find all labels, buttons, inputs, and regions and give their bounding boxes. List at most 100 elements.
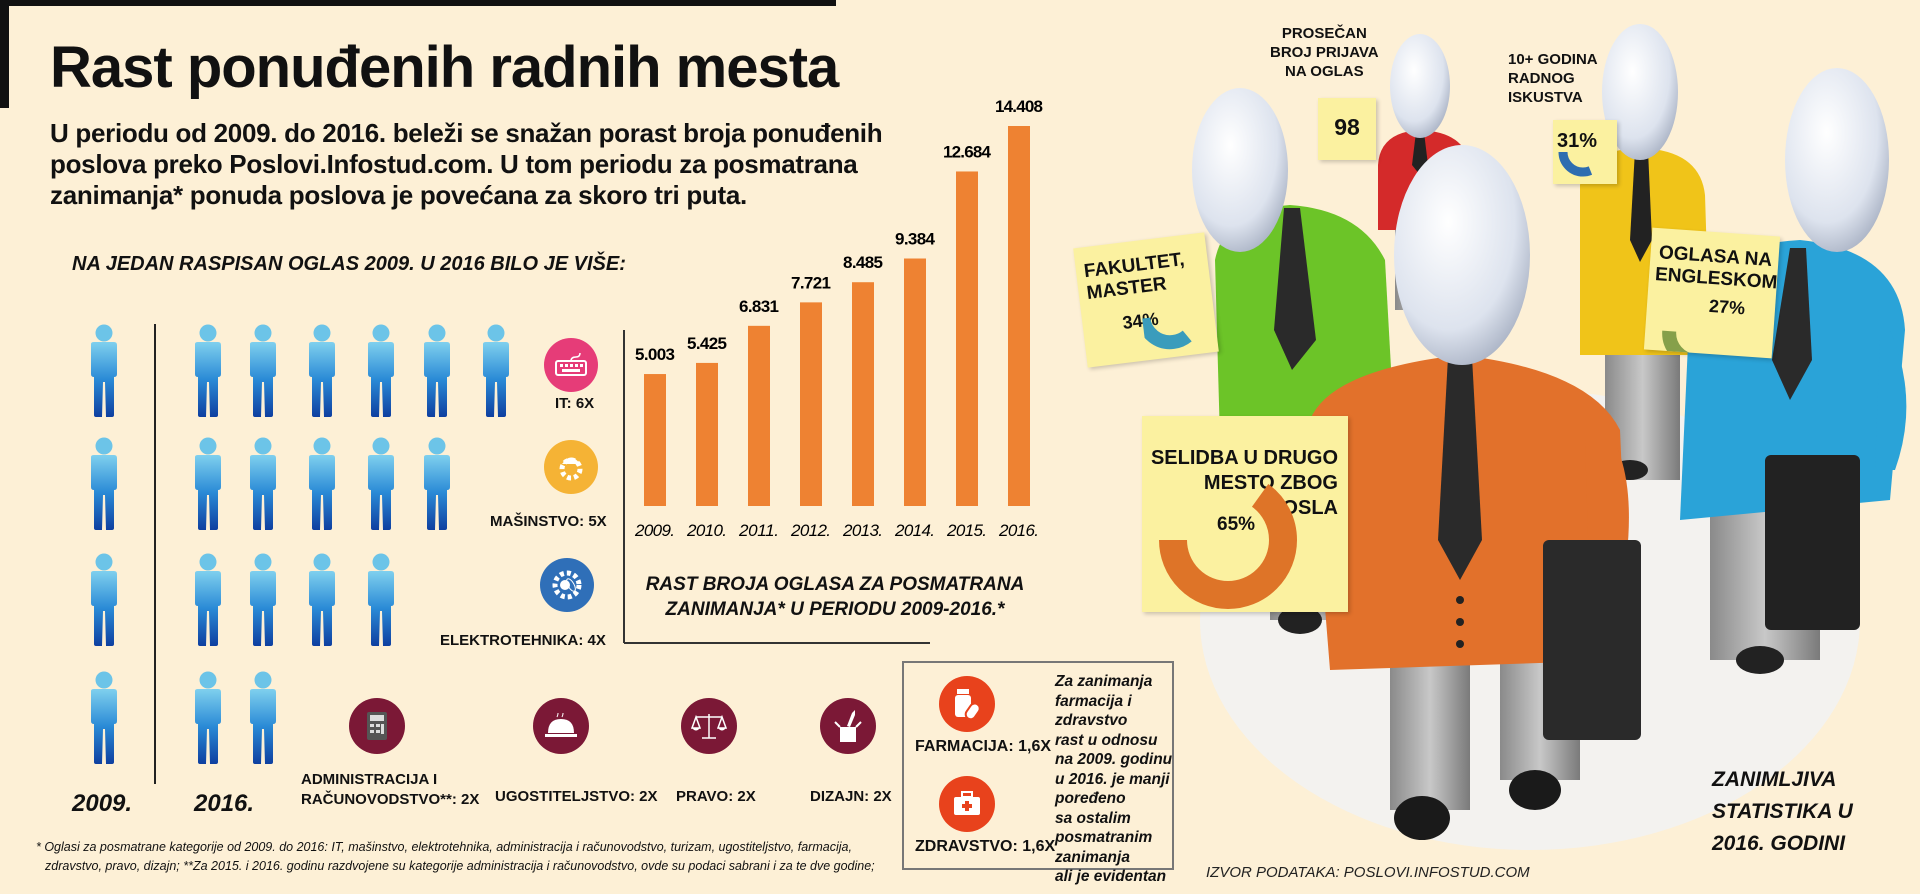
label-2016: 2016. <box>194 790 255 817</box>
gear-helmet-icon <box>544 440 598 494</box>
year-tick-label: 2015. <box>946 521 987 540</box>
experience-arc <box>1558 130 1608 177</box>
intro-line: zanimanja* ponuda poslova je povećana za… <box>50 180 747 210</box>
pharmacy-health-note: Za zanimanja farmacija i zdravstvo rast u o… <box>1055 672 1172 887</box>
text-line: STATISTIKA U <box>1712 800 1853 823</box>
chart-caption-line: RAST BROJA OGLASA ZA POSMATRANA <box>645 574 1025 595</box>
person-icon-2016 <box>362 437 400 531</box>
pills-icon <box>939 676 995 732</box>
calculator-icon <box>349 698 405 754</box>
side-title: ZANIMLJIVA STATISTIKA U 2016. GODINI <box>1712 764 1853 860</box>
text-line: BROJ PRIJAVA <box>1270 44 1379 61</box>
category-label: IT: 6X <box>555 395 595 412</box>
faculty-arc <box>1137 281 1205 350</box>
text-line: sa ostalim <box>1055 809 1131 827</box>
person-icon-2016 <box>362 324 400 418</box>
bar-value-label: 5.003 <box>635 345 675 364</box>
category-label-line: ADMINISTRACIJA I <box>301 771 438 788</box>
text-line: RADNOG <box>1508 70 1575 87</box>
year-tick-label: 2016. <box>998 521 1039 540</box>
relocation-value: 65% <box>1217 514 1256 535</box>
footnote: * Oglasi za posmatrane kategorije od 200… <box>36 838 875 876</box>
bar-2009 <box>644 374 666 506</box>
divider <box>154 324 156 784</box>
intro-line: poslova preko Poslovi.Infostud.com. U to… <box>50 149 858 179</box>
footnote-line: zdravstvo, pravo, dizajn; **Za 2015. i 2… <box>45 859 875 873</box>
bar-2012 <box>800 302 822 506</box>
relocation-arc <box>1159 471 1297 609</box>
category-label: ELEKTROTEHNIKA: 4X <box>440 632 606 649</box>
text-line: Za zanimanja <box>1055 673 1153 690</box>
briefcase <box>1765 455 1860 630</box>
sticky-note-faculty: FAKULTET, MASTER 34% <box>1073 232 1219 368</box>
person-icon-2009 <box>85 324 123 418</box>
text-line: na 2009. godinu <box>1055 751 1173 768</box>
category-label: DIZAJN: 2X <box>810 788 892 805</box>
person-icon-2016 <box>244 437 282 531</box>
person-icon-2016 <box>189 553 227 647</box>
business-people-illustration <box>1192 24 1907 850</box>
bar-2015 <box>956 171 978 506</box>
text-line: posmatranim <box>1055 829 1153 846</box>
text-line: 10+ GODINA <box>1508 51 1598 68</box>
footnote-line: * Oglasi za posmatrane kategorije od 200… <box>36 840 852 854</box>
person-icon-2016 <box>244 324 282 418</box>
person-icon-2016 <box>303 437 341 531</box>
chart-caption-line: ZANIMANJA* U PERIODU 2009-2016.* <box>665 599 1005 620</box>
bar-value-label: 7.721 <box>791 273 831 292</box>
category-label: UGOSTITELJSTVO: 2X <box>495 788 658 805</box>
person-icon-2016 <box>303 553 341 647</box>
people-heading: NA JEDAN RASPISAN OGLAS 2009. U 2016 BIL… <box>72 253 626 275</box>
bar-2010 <box>696 362 718 506</box>
bar-value-label: 5.425 <box>687 334 727 353</box>
bar-2011 <box>748 325 770 506</box>
pharmacy-health-box <box>902 661 1174 870</box>
cloche-icon <box>533 698 589 754</box>
person-icon-2016 <box>189 437 227 531</box>
category-label-line: RAČUNOVODSTVO**: 2X <box>301 791 480 808</box>
text-line: u 2016. je manji <box>1055 770 1170 788</box>
person-icon-2016 <box>189 324 227 418</box>
experience-value: 31% <box>1557 130 1598 152</box>
bar-value-label: 14.408 <box>995 97 1043 116</box>
person-icon-2016 <box>418 437 456 531</box>
bar-chart: 5.003 2009. 5.425 2010. 6.831 2011. 7.721 2012.… <box>623 97 1043 644</box>
page-title: Rast ponuđenih radnih mesta <box>50 35 839 100</box>
text-line: zdravstvo <box>1055 712 1128 729</box>
person-icon-2016 <box>362 553 400 647</box>
year-tick-label: 2013. <box>842 521 883 540</box>
left-rule <box>0 0 9 108</box>
pharmacy-label: FARMACIJA: 1,6X <box>915 738 1052 755</box>
intro-line: U periodu od 2009. do 2016. beleži se sn… <box>50 118 883 148</box>
briefcase <box>1543 540 1641 740</box>
person-icon-2016 <box>477 324 515 418</box>
bar-value-label: 8.485 <box>843 253 883 272</box>
applications-title: PROSEČAN BROJ PRIJAVA NA OGLAS <box>1270 24 1379 81</box>
person-icon-2009 <box>85 671 123 765</box>
text-line: PROSEČAN <box>1281 25 1367 42</box>
person-icon-2009 <box>85 553 123 647</box>
sticky-note-relocation: SELIDBA U DRUGO MESTO ZBOG POSLA 65% <box>1142 416 1348 612</box>
text-line: NA OGLAS <box>1285 63 1364 80</box>
first-aid-kit-icon <box>939 776 995 832</box>
category-label: MAŠINSTVO: 5X <box>490 513 607 530</box>
person-icon-2009 <box>85 437 123 531</box>
text-line: rast u odnosu <box>1055 731 1158 749</box>
label-2009: 2009. <box>72 790 133 817</box>
text-line: MESTO ZBOG <box>1203 472 1338 494</box>
text-line: 2016. GODINI <box>1712 832 1846 855</box>
bar-2013 <box>852 282 874 506</box>
person-icon-2016 <box>303 324 341 418</box>
data-source: IZVOR PODATAKA: POSLOVI.INFOSTUD.COM <box>1206 864 1530 881</box>
category-label: ADMINISTRACIJA I RAČUNOVODSTVO**: 2X <box>301 770 479 810</box>
person-icon-2016 <box>418 324 456 418</box>
year-tick-label: 2014. <box>894 521 935 540</box>
top-rule <box>0 0 836 6</box>
sticky-note-applications: 98 <box>1318 98 1376 160</box>
text-line: farmacija i <box>1055 692 1132 710</box>
text-line: zanimanja <box>1055 848 1130 866</box>
person-blue <box>1680 68 1907 674</box>
text-line: poređeno <box>1055 790 1126 807</box>
applications-value: 98 <box>1334 114 1360 140</box>
intro-paragraph: U periodu od 2009. do 2016. beleži se sn… <box>50 118 883 211</box>
